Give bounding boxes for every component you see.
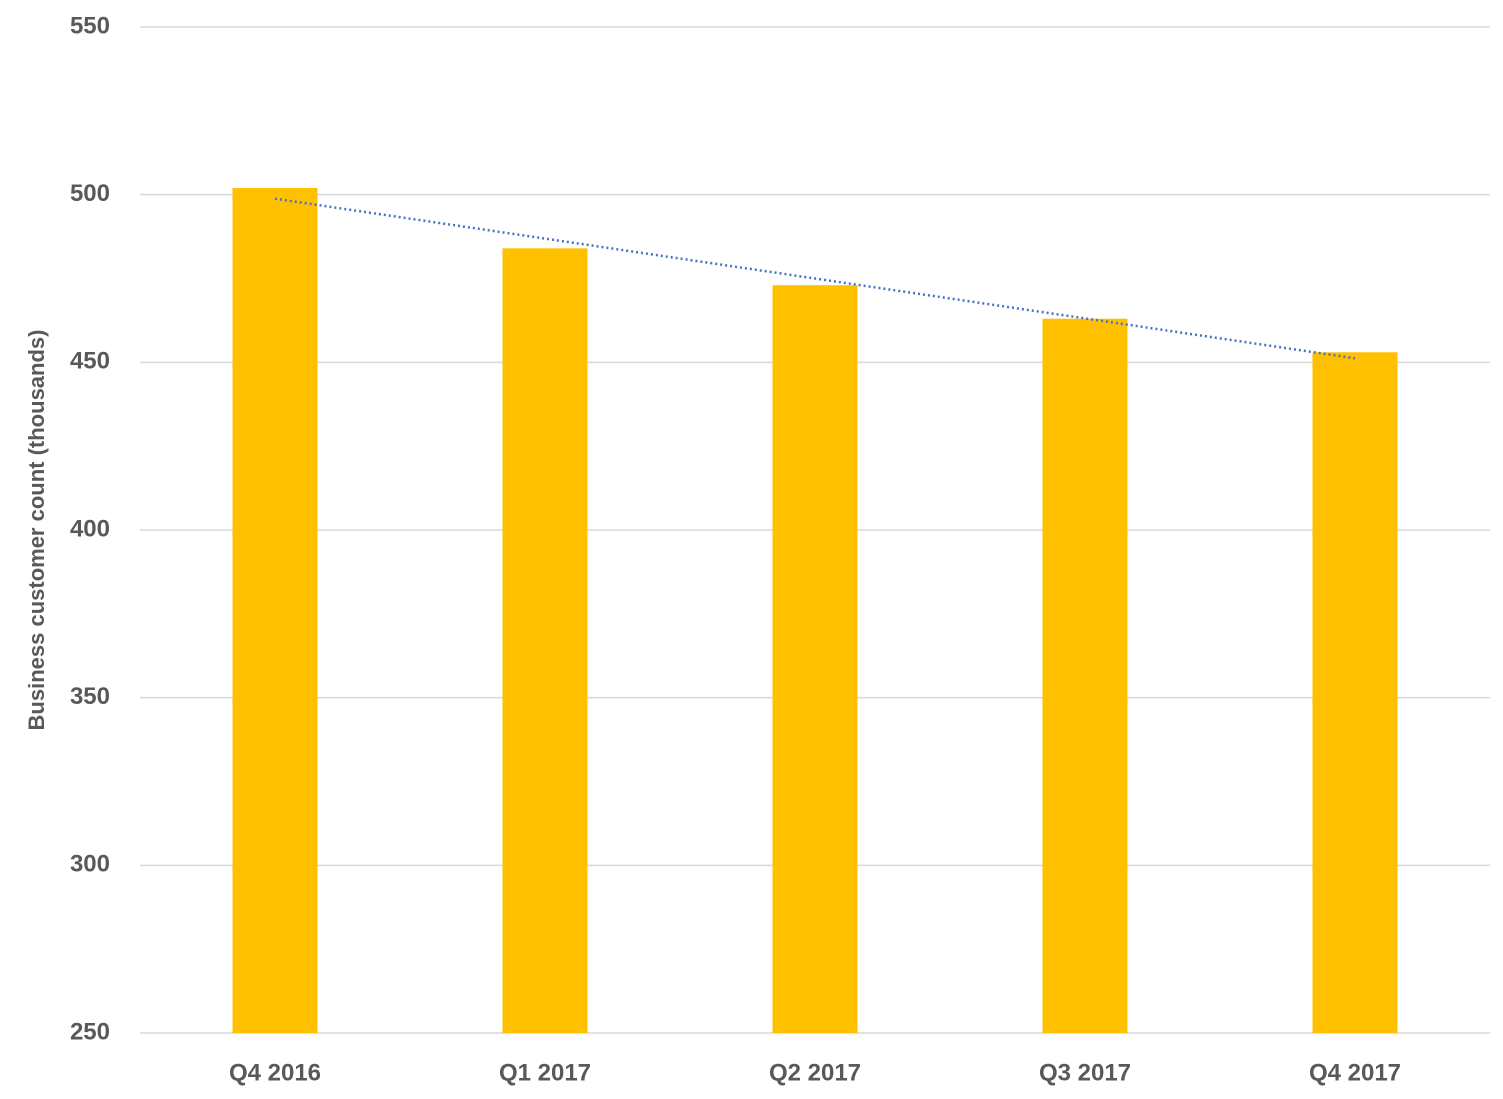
y-axis-label: Business customer count (thousands) — [24, 330, 49, 731]
y-tick-label: 500 — [70, 180, 110, 207]
bar — [1312, 352, 1398, 1034]
x-tick-label: Q2 2017 — [769, 1059, 861, 1086]
trendline — [274, 197, 1356, 360]
y-tick-label: 450 — [70, 348, 110, 375]
y-tick-label: 550 — [70, 12, 110, 39]
x-tick-label: Q4 2016 — [229, 1059, 321, 1086]
y-tick-label: 400 — [70, 515, 110, 542]
y-tick-label: 300 — [70, 851, 110, 878]
x-tick-label: Q4 2017 — [1309, 1059, 1401, 1086]
bar — [502, 248, 588, 1033]
bar — [772, 285, 858, 1033]
bar — [1042, 318, 1128, 1033]
x-tick-label: Q3 2017 — [1039, 1059, 1131, 1086]
x-tick-label: Q1 2017 — [499, 1059, 591, 1086]
y-tick-label: 350 — [70, 683, 110, 710]
y-tick-label: 250 — [70, 1018, 110, 1045]
bar — [232, 187, 318, 1033]
